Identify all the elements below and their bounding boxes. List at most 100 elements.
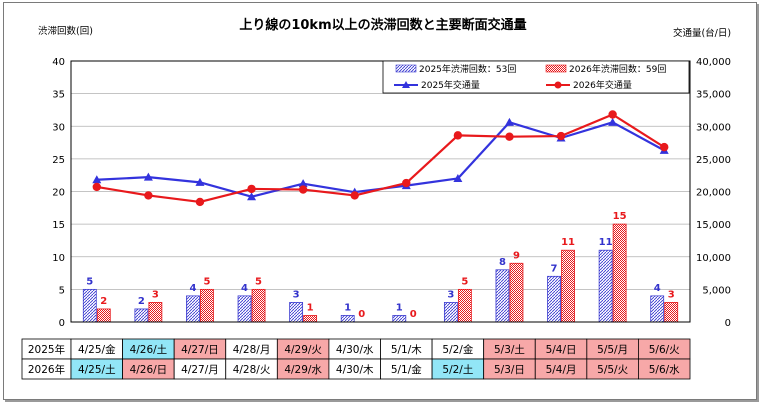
bar-data-label-2026: 3 (152, 289, 159, 300)
traffic-point-2025 (92, 175, 102, 184)
table-cell-date: 5/1/金 (391, 363, 422, 376)
bar-data-label-2026: 5 (255, 276, 262, 287)
right-tick-label: 10,000 (696, 253, 731, 264)
traffic-point-2025 (504, 117, 514, 126)
bar-data-label-2025: 8 (499, 257, 506, 268)
bar-2025 (82, 288, 97, 323)
bar-data-label-2026: 9 (513, 250, 520, 261)
table-cell-date: 4/25/金 (78, 343, 116, 356)
traffic-point-2026 (505, 132, 514, 141)
left-tick-label: 15 (52, 220, 65, 231)
traffic-point-2025 (608, 117, 618, 126)
legend-label-2025-bars: 2025年渋滞回数：53回 (419, 63, 516, 75)
table-cell-date: 4/30/水 (336, 344, 374, 356)
traffic-point-2026 (660, 142, 669, 152)
traffic-point-2025 (247, 192, 257, 201)
traffic-point-2026 (92, 182, 101, 192)
traffic-point-2025 (298, 179, 308, 188)
bar-2025 (547, 275, 561, 323)
bar-series-group (82, 223, 679, 323)
bar-data-label-2025: 2 (138, 296, 145, 307)
right-tick-label: 5,000 (702, 285, 731, 296)
left-tick-label: 10 (52, 253, 65, 264)
bar-data-label-2025: 3 (447, 289, 454, 300)
bar-data-label-2025: 11 (599, 237, 613, 248)
left-tick-label: 35 (52, 90, 65, 101)
table-cell-date: 5/6/火 (649, 344, 680, 356)
legend-label-2025-traffic: 2025年交通量 (421, 79, 480, 91)
left-tick-label: 40 (52, 57, 65, 68)
bar-2025 (650, 295, 665, 323)
table-cell-date: 5/4/月 (546, 364, 577, 376)
table-cell-date: 4/26/日 (130, 364, 168, 376)
bar-2026 (96, 308, 111, 323)
bar-2026 (457, 288, 472, 323)
left-tick-label: 20 (52, 188, 65, 199)
line-series-group (92, 110, 669, 207)
bar-2026 (148, 302, 163, 323)
bar-2026 (612, 223, 627, 323)
legend-label-2026-bars: 2026年渋滞回数：59回 (569, 63, 666, 75)
bar-data-label-2026: 0 (410, 309, 417, 320)
bar-2026 (509, 262, 524, 323)
bar-data-label-2025: 4 (654, 283, 661, 294)
table-cell-date: 5/5/月 (597, 344, 628, 356)
table-cell (638, 358, 691, 380)
right-axis-title: 交通量(台/日) (673, 27, 731, 39)
bar-data-label-2026: 2 (100, 296, 107, 307)
left-tick-label: 25 (52, 155, 65, 166)
bar-data-label-2025: 7 (551, 263, 558, 274)
bar-data-label-2026: 1 (307, 302, 314, 313)
left-tick-label: 30 (52, 122, 65, 133)
right-axis-ticks: 0 5,000 10,000 15,000 20,000 25,000 30,000 35,0… (696, 57, 731, 329)
table-row-label: 2026年 (28, 363, 65, 376)
traffic-point-2026 (350, 191, 359, 200)
legend-marker-2026-traffic (554, 81, 562, 89)
traffic-line-2025 (96, 121, 665, 198)
table-cell-date: 4/28/火 (233, 364, 271, 376)
bar-data-label-2025: 4 (241, 283, 248, 294)
table-cell-date: 5/5/火 (597, 364, 628, 376)
legend: 2025年渋滞回数：53回 2026年渋滞回数：59回 2025年交通量 202… (382, 60, 690, 94)
plot-area-border (70, 60, 691, 323)
bar-2025 (237, 295, 252, 323)
bar-2026 (561, 249, 575, 323)
left-axis-ticks: 0 5 10 15 20 25 30 35 40 (52, 57, 65, 329)
gridlines (71, 93, 690, 290)
left-tick-label: 5 (59, 285, 65, 296)
bar-data-label-2025: 5 (86, 276, 93, 287)
traffic-point-2026 (556, 131, 566, 141)
traffic-point-2026 (298, 185, 308, 194)
legend-swatch-2025-bars (395, 64, 417, 73)
right-tick-label: 30,000 (696, 122, 731, 133)
traffic-point-2026 (144, 191, 153, 200)
table-cell-date: 4/30/木 (336, 364, 374, 376)
traffic-point-2025 (143, 172, 153, 181)
table-cell-date: 4/26/土 (130, 343, 168, 356)
bar-data-label-2026: 3 (668, 289, 675, 300)
date-table: 2025年 4/25/金 4/26/土 4/27/日 4/28/月 4/29/火 4/30/… (21, 338, 691, 380)
table-cell-date: 4/27/日 (181, 344, 219, 356)
traffic-point-2025 (453, 173, 463, 182)
right-tick-label: 0 (725, 318, 731, 329)
bar-data-label-2026: 15 (613, 211, 627, 222)
chart-title: 上り線の10km以上の渋滞回数と主要断面交通量 (239, 17, 526, 33)
bar-2025 (134, 308, 149, 323)
traffic-point-2026 (453, 131, 463, 140)
bar-data-label-2025: 4 (189, 283, 196, 294)
bar-2026 (664, 302, 679, 323)
table-cell-date: 5/3/日 (494, 364, 525, 376)
bar-2025 (598, 249, 613, 323)
traffic-point-2026 (247, 184, 256, 194)
table-cell-date: 4/29/水 (284, 364, 322, 376)
bar-data-label-2025: 1 (396, 302, 403, 313)
table-cell-date: 5/6/水 (649, 364, 680, 376)
bar-2026 (303, 315, 318, 323)
bar-2026 (200, 288, 214, 323)
traffic-line-2026 (96, 113, 665, 204)
bar-2025 (340, 315, 355, 323)
bar-data-label-2025: 1 (344, 302, 351, 313)
bar-data-label-2026: 11 (561, 237, 575, 248)
